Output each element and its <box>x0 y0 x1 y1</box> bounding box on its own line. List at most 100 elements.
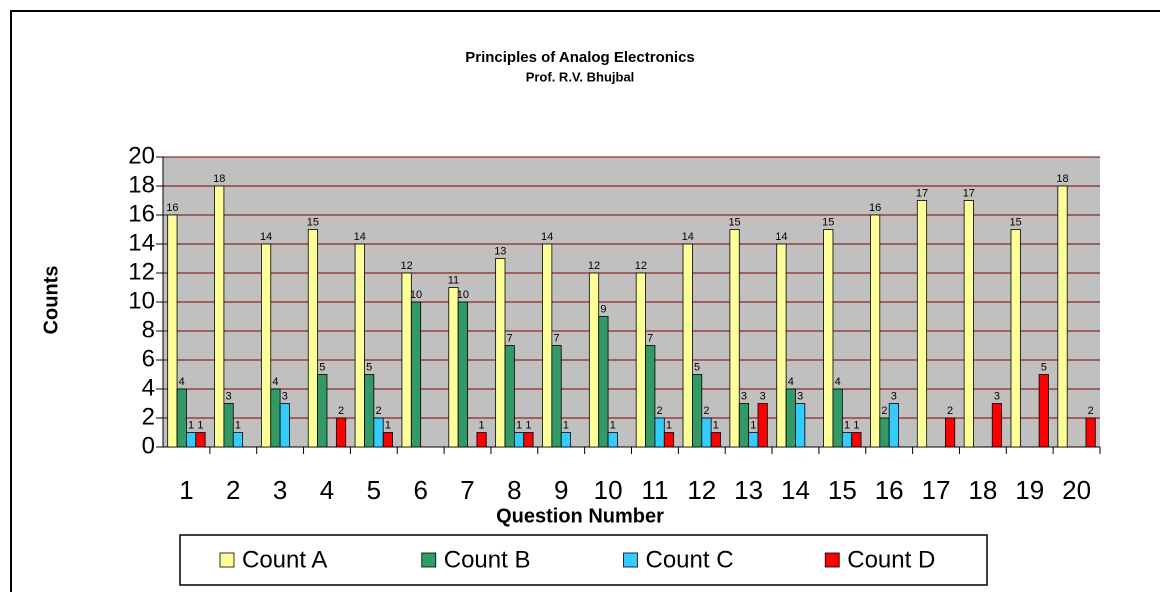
legend-label: Count C <box>646 546 734 573</box>
legend-swatch <box>623 552 638 568</box>
data-label: 10 <box>457 289 469 301</box>
x-tick-label: 10 <box>594 475 623 505</box>
data-label: 13 <box>494 245 506 257</box>
data-label: 3 <box>797 390 803 402</box>
bar <box>551 345 562 448</box>
bar <box>776 243 787 448</box>
data-label: 18 <box>213 173 225 185</box>
bar <box>232 432 244 448</box>
data-label: 1 <box>516 419 522 431</box>
data-label: 4 <box>835 376 841 388</box>
bar <box>1038 374 1049 448</box>
bar <box>270 388 281 448</box>
data-label: 14 <box>354 231 366 243</box>
y-tick-label: 12 <box>128 258 155 285</box>
data-label: 1 <box>610 419 616 431</box>
bar <box>841 432 853 448</box>
data-label: 15 <box>1010 216 1022 228</box>
bar <box>823 229 834 448</box>
x-tick-label: 7 <box>460 475 474 505</box>
x-axis-title: Question Number <box>496 505 664 527</box>
x-tick-label: 18 <box>968 475 997 505</box>
bar <box>448 287 459 448</box>
bar <box>785 388 796 448</box>
bar <box>748 432 759 448</box>
y-tick-label: 10 <box>128 287 155 314</box>
bar <box>701 417 712 448</box>
chart-subtitle: Prof. R.V. Bhujbal <box>526 69 635 84</box>
legend-swatch <box>824 552 840 568</box>
data-label: 14 <box>260 231 272 243</box>
bar <box>523 432 534 448</box>
bar <box>335 417 347 448</box>
x-tick-label: 11 <box>641 475 668 505</box>
data-label: 17 <box>963 187 975 199</box>
data-label: 7 <box>647 332 653 344</box>
data-label: 15 <box>307 216 319 228</box>
data-label: 2 <box>881 405 887 417</box>
data-label: 3 <box>741 390 747 402</box>
bar <box>692 374 703 448</box>
x-tick-label: 4 <box>320 475 334 505</box>
bar <box>495 258 506 448</box>
data-label: 2 <box>703 405 709 417</box>
data-label: 1 <box>525 419 531 431</box>
data-label: 18 <box>1056 173 1068 185</box>
data-label: 4 <box>788 376 794 388</box>
data-label: 1 <box>844 419 850 431</box>
data-label: 5 <box>319 361 325 373</box>
data-label: 7 <box>507 332 513 344</box>
x-tick-label: 2 <box>226 475 240 505</box>
x-tick-label: 17 <box>922 475 951 505</box>
legend-swatch <box>421 552 437 568</box>
bar <box>963 200 974 448</box>
bar <box>260 243 272 448</box>
data-label: 1 <box>666 419 672 431</box>
data-label: 2 <box>338 405 344 417</box>
data-label: 4 <box>272 376 278 388</box>
data-label: 14 <box>775 231 787 243</box>
data-label: 14 <box>682 231 694 243</box>
bar <box>916 200 928 448</box>
x-tick-label: 16 <box>875 475 904 505</box>
y-tick-label: 6 <box>142 345 155 372</box>
legend-label: Count A <box>242 546 327 573</box>
data-label: 16 <box>166 202 178 214</box>
bar <box>195 432 206 448</box>
data-label: 5 <box>694 361 700 373</box>
x-tick-label: 6 <box>413 475 427 505</box>
bar <box>317 374 328 448</box>
data-label: 11 <box>448 274 459 286</box>
data-label: 1 <box>479 419 485 431</box>
bar <box>710 432 721 448</box>
bar <box>504 345 515 448</box>
data-label: 1 <box>385 419 391 431</box>
bar <box>635 272 646 448</box>
data-label: 12 <box>635 260 647 272</box>
bar <box>1085 417 1096 448</box>
bar <box>513 432 525 448</box>
data-label: 10 <box>410 289 422 301</box>
data-label: 1 <box>713 419 719 431</box>
bar <box>307 229 319 448</box>
y-tick-label: 16 <box>128 200 155 227</box>
bar <box>991 403 1003 448</box>
x-tick-label: 9 <box>554 475 568 505</box>
data-label: 12 <box>400 260 412 272</box>
legend-label: Count D <box>847 546 935 573</box>
x-tick-label: 15 <box>828 475 857 505</box>
bar <box>373 417 384 448</box>
data-label: 9 <box>600 303 606 315</box>
y-tick-label: 8 <box>142 316 155 343</box>
bar <box>663 432 675 448</box>
data-label: 2 <box>947 405 953 417</box>
data-label: 1 <box>235 419 241 431</box>
x-tick-label: 3 <box>273 475 287 505</box>
y-tick-label: 4 <box>142 374 155 401</box>
bar <box>382 432 393 448</box>
data-label: 17 <box>916 187 928 199</box>
x-tick-label: 8 <box>507 475 521 505</box>
data-label: 3 <box>760 390 766 402</box>
y-tick-label: 20 <box>128 142 155 169</box>
